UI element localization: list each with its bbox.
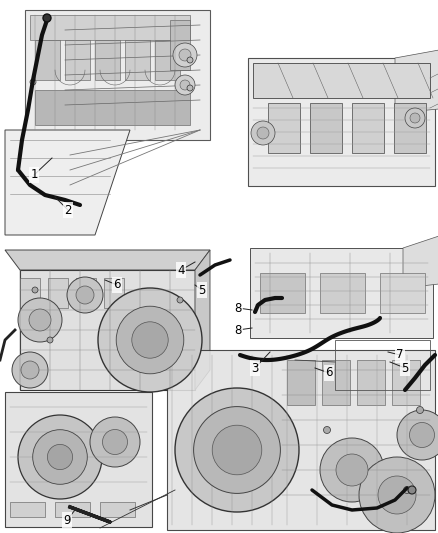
Bar [48,278,68,308]
Text: 1: 1 [30,168,38,182]
Circle shape [403,487,410,494]
Bar [394,103,426,153]
Polygon shape [5,250,210,270]
Bar [380,273,425,313]
Circle shape [251,121,275,145]
Bar [260,273,305,313]
Circle shape [417,407,424,414]
Circle shape [175,75,195,95]
Text: 5: 5 [401,361,409,375]
Circle shape [397,410,438,460]
Polygon shape [248,58,435,186]
Bar [65,40,90,80]
Text: 5: 5 [198,284,206,296]
Circle shape [378,476,416,514]
Circle shape [336,454,368,486]
Circle shape [212,425,262,475]
Circle shape [102,430,127,455]
Bar [76,278,96,308]
Circle shape [43,14,51,22]
Circle shape [187,85,193,91]
Circle shape [98,288,202,392]
Circle shape [29,309,51,331]
Circle shape [177,297,183,303]
Text: 8: 8 [234,302,242,314]
Circle shape [47,337,53,343]
Circle shape [173,43,197,67]
Bar [100,502,135,517]
Bar [268,103,300,153]
Circle shape [410,113,420,123]
Circle shape [179,49,191,61]
Circle shape [405,108,425,128]
Circle shape [32,287,38,293]
Bar [10,502,45,517]
Text: 9: 9 [63,513,71,527]
Circle shape [12,352,48,388]
Circle shape [116,306,184,374]
Circle shape [324,426,331,433]
Bar [20,278,40,308]
Circle shape [180,80,190,90]
Bar [320,273,365,313]
Circle shape [76,286,94,304]
Circle shape [359,457,435,533]
Text: 4: 4 [177,263,185,277]
Circle shape [30,79,36,85]
Circle shape [175,388,299,512]
Polygon shape [5,392,152,527]
Polygon shape [403,233,438,288]
Circle shape [187,57,193,63]
Circle shape [194,407,280,494]
Circle shape [21,361,39,379]
Circle shape [408,486,416,494]
Polygon shape [195,250,210,390]
Bar [55,502,90,517]
Polygon shape [167,350,435,530]
Circle shape [33,430,87,484]
Bar [125,40,150,80]
Circle shape [132,322,168,358]
Bar [35,90,190,125]
Bar [357,360,385,405]
Bar [30,15,190,40]
Bar [95,40,120,80]
Bar [170,20,190,70]
Circle shape [67,277,103,313]
Bar [352,103,384,153]
Circle shape [18,298,62,342]
Circle shape [90,417,140,467]
Bar [310,103,342,153]
Bar [104,278,124,308]
Bar [287,360,315,405]
Text: 3: 3 [251,361,259,375]
Circle shape [410,423,434,448]
Circle shape [257,127,269,139]
Polygon shape [5,130,130,235]
Polygon shape [253,63,430,98]
Polygon shape [25,10,210,140]
Circle shape [320,438,384,502]
Text: 6: 6 [325,367,333,379]
Polygon shape [250,248,433,338]
Text: 8: 8 [234,324,242,336]
Polygon shape [20,270,195,390]
Text: 7: 7 [396,349,404,361]
Polygon shape [395,48,438,113]
Circle shape [47,445,73,470]
Bar [35,40,60,80]
Bar [322,360,350,405]
Bar [155,40,180,80]
Circle shape [18,415,102,499]
Text: 6: 6 [113,279,121,292]
Bar [392,360,420,405]
Text: 2: 2 [64,204,72,216]
